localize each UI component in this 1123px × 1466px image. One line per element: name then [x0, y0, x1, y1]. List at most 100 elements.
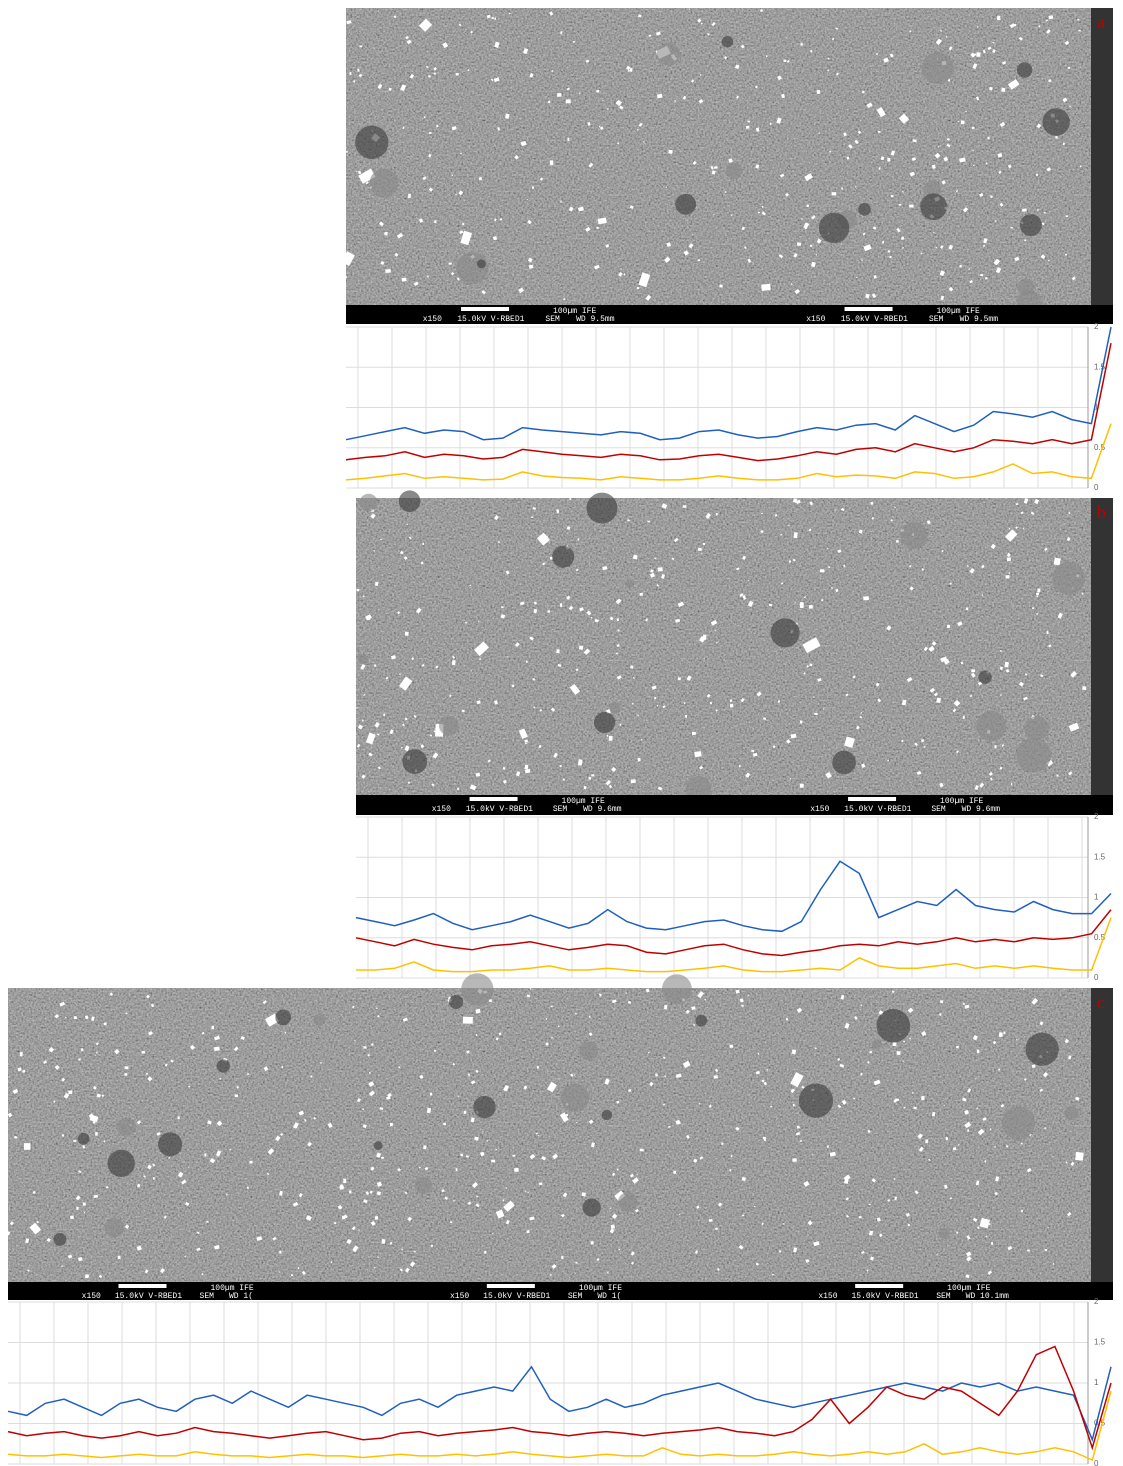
particle: [390, 655, 396, 660]
particle: [909, 30, 912, 33]
particle: [1075, 1151, 1084, 1161]
particle: [529, 636, 534, 641]
particle: [990, 1241, 994, 1245]
particle: [1044, 1127, 1047, 1130]
particle: [76, 1206, 79, 1210]
particle: [418, 18, 433, 32]
particle: [362, 1108, 365, 1111]
particle: [578, 92, 581, 95]
particle: [714, 166, 718, 169]
particle: [524, 764, 529, 770]
grain-blob: [359, 493, 378, 512]
particle: [1048, 644, 1052, 648]
particle: [994, 745, 997, 749]
particle: [363, 1046, 367, 1049]
particle: [279, 1190, 283, 1196]
particle: [1030, 511, 1035, 516]
particle: [803, 672, 806, 675]
particle: [704, 998, 707, 1001]
grain-blob: [473, 1095, 496, 1119]
particle: [987, 136, 990, 140]
particle: [356, 743, 361, 748]
particle: [914, 742, 918, 747]
particle: [404, 631, 409, 636]
particle: [569, 498, 572, 500]
particle: [177, 1171, 184, 1178]
particle: [557, 93, 562, 97]
particle: [143, 1175, 146, 1178]
particle: [368, 1081, 375, 1087]
y-tick-label: 2: [1094, 1297, 1099, 1306]
particle: [1034, 498, 1040, 505]
particle: [890, 195, 894, 198]
particle: [662, 1056, 666, 1059]
particle: [1014, 256, 1020, 262]
particle: [736, 567, 740, 571]
particle: [596, 1257, 600, 1262]
particle: [896, 1051, 901, 1055]
particle: [549, 11, 554, 16]
particle: [67, 1254, 73, 1259]
particle: [433, 730, 436, 733]
particle: [575, 568, 579, 572]
particle: [456, 787, 460, 791]
particle: [54, 1064, 60, 1070]
particle: [615, 652, 618, 655]
particle: [476, 700, 481, 705]
particle: [738, 764, 741, 768]
particle: [783, 59, 787, 63]
particle: [386, 1096, 391, 1100]
particle: [793, 532, 798, 539]
scale-bar: [486, 1284, 535, 1288]
particle: [560, 31, 563, 35]
scale-text: 100µm IFE: [947, 1284, 990, 1293]
particle: [835, 588, 839, 593]
particle: [994, 1146, 996, 1148]
particle: [943, 156, 949, 162]
particle: [380, 538, 382, 541]
mode-text: SEM: [568, 1292, 583, 1301]
particle: [967, 1088, 972, 1093]
particle: [1026, 1167, 1032, 1173]
particle: [586, 610, 592, 616]
particle: [709, 1104, 712, 1107]
particle: [497, 540, 501, 544]
particle: [114, 1049, 120, 1055]
particle: [373, 664, 377, 668]
particle: [716, 1267, 720, 1271]
particle: [863, 596, 869, 601]
y-tick-label: 0.5: [1094, 443, 1106, 452]
kv-text: 15.0kV V-RBED1: [457, 315, 524, 324]
particle: [606, 1271, 609, 1274]
particle: [377, 1256, 379, 1259]
particle: [817, 678, 822, 682]
particle: [451, 125, 457, 131]
particle: [505, 570, 510, 575]
particle: [861, 763, 866, 769]
scale-bar: [461, 307, 510, 311]
y-tick-label: 1.5: [1094, 852, 1106, 861]
particle: [792, 1103, 795, 1107]
particle: [911, 1092, 914, 1094]
particle: [640, 738, 643, 741]
particle: [819, 569, 825, 573]
particle: [398, 676, 413, 691]
particle: [404, 717, 408, 721]
particle: [648, 34, 652, 38]
particle: [816, 238, 822, 244]
y-tick-label: 0: [1094, 973, 1099, 982]
grain-blob: [104, 1218, 125, 1238]
particle: [98, 1274, 103, 1279]
particle: [618, 1248, 621, 1251]
grain-blob: [593, 711, 616, 734]
particle: [709, 701, 713, 705]
particle: [441, 1018, 443, 1020]
particle: [1068, 722, 1080, 732]
y-tick-label: 0: [1094, 483, 1099, 492]
particle: [799, 720, 803, 724]
grain-blob: [560, 1083, 590, 1112]
particle: [677, 677, 682, 681]
particle: [876, 52, 878, 56]
particle: [449, 1220, 453, 1224]
particle: [352, 1245, 359, 1253]
